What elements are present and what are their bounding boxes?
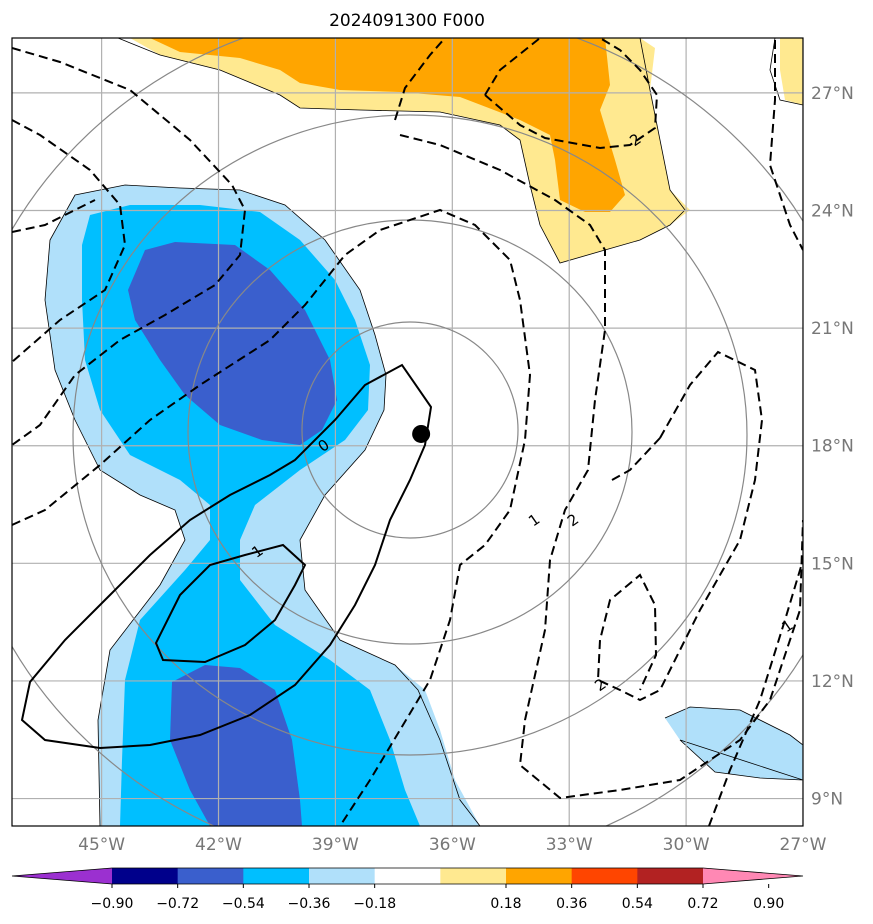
colorbar-tick-label: 0.18 [490,896,521,912]
dashed-contour-north [399,134,803,800]
solid-contour-outer [20,363,433,750]
lat-tick-label: 9°N [811,790,843,810]
storm-center-marker [412,424,431,443]
light-yellow-region-northeast [780,38,803,105]
colorbar-tick-label: −0.90 [91,896,134,912]
colorbar: −0.90 −0.72 −0.54 −0.36 −0.18 0.18 0.36 0.54 0.7… [11,867,804,912]
royal-blue-region-south [170,665,302,826]
lon-tick-label: 45°W [78,835,125,855]
dashed-contour-far-east [768,40,803,251]
lat-tick-label: 12°N [811,672,854,692]
outline-west [44,184,481,826]
contour-label: 1 [525,510,543,530]
colorbar-tick-label: 0.90 [753,896,784,912]
colorbar-extend-min [12,868,112,884]
dashed-contour-east-loop [596,350,764,702]
outline-east [664,706,803,781]
lat-tick-label: 21°N [811,319,854,339]
light-blue-region-east [665,707,803,780]
lon-tick-label: 30°W [663,835,710,855]
dashed-contour-se [708,559,803,826]
dashed-contour-north-top [394,38,446,121]
lon-tick-label: 39°W [312,835,359,855]
dashed-contour-inner-left [12,199,96,233]
latitude-tick-labels: 9°N 12°N 15°N 18°N 21°N 24°N 27°N [811,84,854,810]
lat-lon-gridlines [12,38,803,826]
lat-tick-label: 27°N [811,84,854,104]
lon-tick-label: 36°W [429,835,476,855]
colorbar-segment [309,868,376,884]
solid-contours [20,363,433,750]
colorbar-segment [374,868,441,884]
contour-label: 2 [564,510,582,530]
colorbar-segment [112,868,179,884]
colorbar-tick-label: −0.36 [288,896,331,912]
lon-tick-label: 27°W [780,835,827,855]
range-ring-3 [72,114,748,756]
dashed-contours [12,38,803,826]
royal-blue-region-north [128,242,337,445]
colorbar-segment [243,868,310,884]
dashed-contour-mid [12,208,532,826]
colorbar-segment [637,868,704,884]
colorbar-extend-max [703,868,803,884]
lon-tick-label: 42°W [195,835,242,855]
map-frame [11,37,804,827]
outline-north [117,38,686,264]
colorbar-tick-label: −0.72 [156,896,199,912]
colorbar-segment [177,868,244,884]
dashed-contour-nw-2 [12,119,127,363]
colorbar-tick-label: −0.54 [222,896,265,912]
figure-title: 2024091300 F000 [329,11,485,31]
dashed-contour-north-loop [484,38,659,150]
colorbar-segment [506,868,573,884]
shading-outlines [44,38,803,826]
lat-tick-label: 24°N [811,201,854,221]
solid-contour-inner [154,543,307,664]
colorbar-tick-label: −0.18 [353,896,396,912]
orange-region [150,38,625,212]
longitude-tick-labels: 45°W 42°W 39°W 36°W 33°W 30°W 27°W [78,835,827,855]
colorbar-segment [571,868,638,884]
dashed-contour-nw-1 [12,47,247,446]
lat-tick-label: 18°N [811,437,854,457]
colorbar-tick-label: 0.54 [622,896,653,912]
lon-tick-label: 33°W [546,835,593,855]
dashed-contour-east-right [611,437,661,481]
colorbar-tick-label: 0.36 [556,896,587,912]
colorbar-tick-label: 0.72 [687,896,718,912]
colorbar-segment [440,868,507,884]
lat-tick-label: 15°N [811,554,854,574]
range-ring-1 [301,321,519,539]
